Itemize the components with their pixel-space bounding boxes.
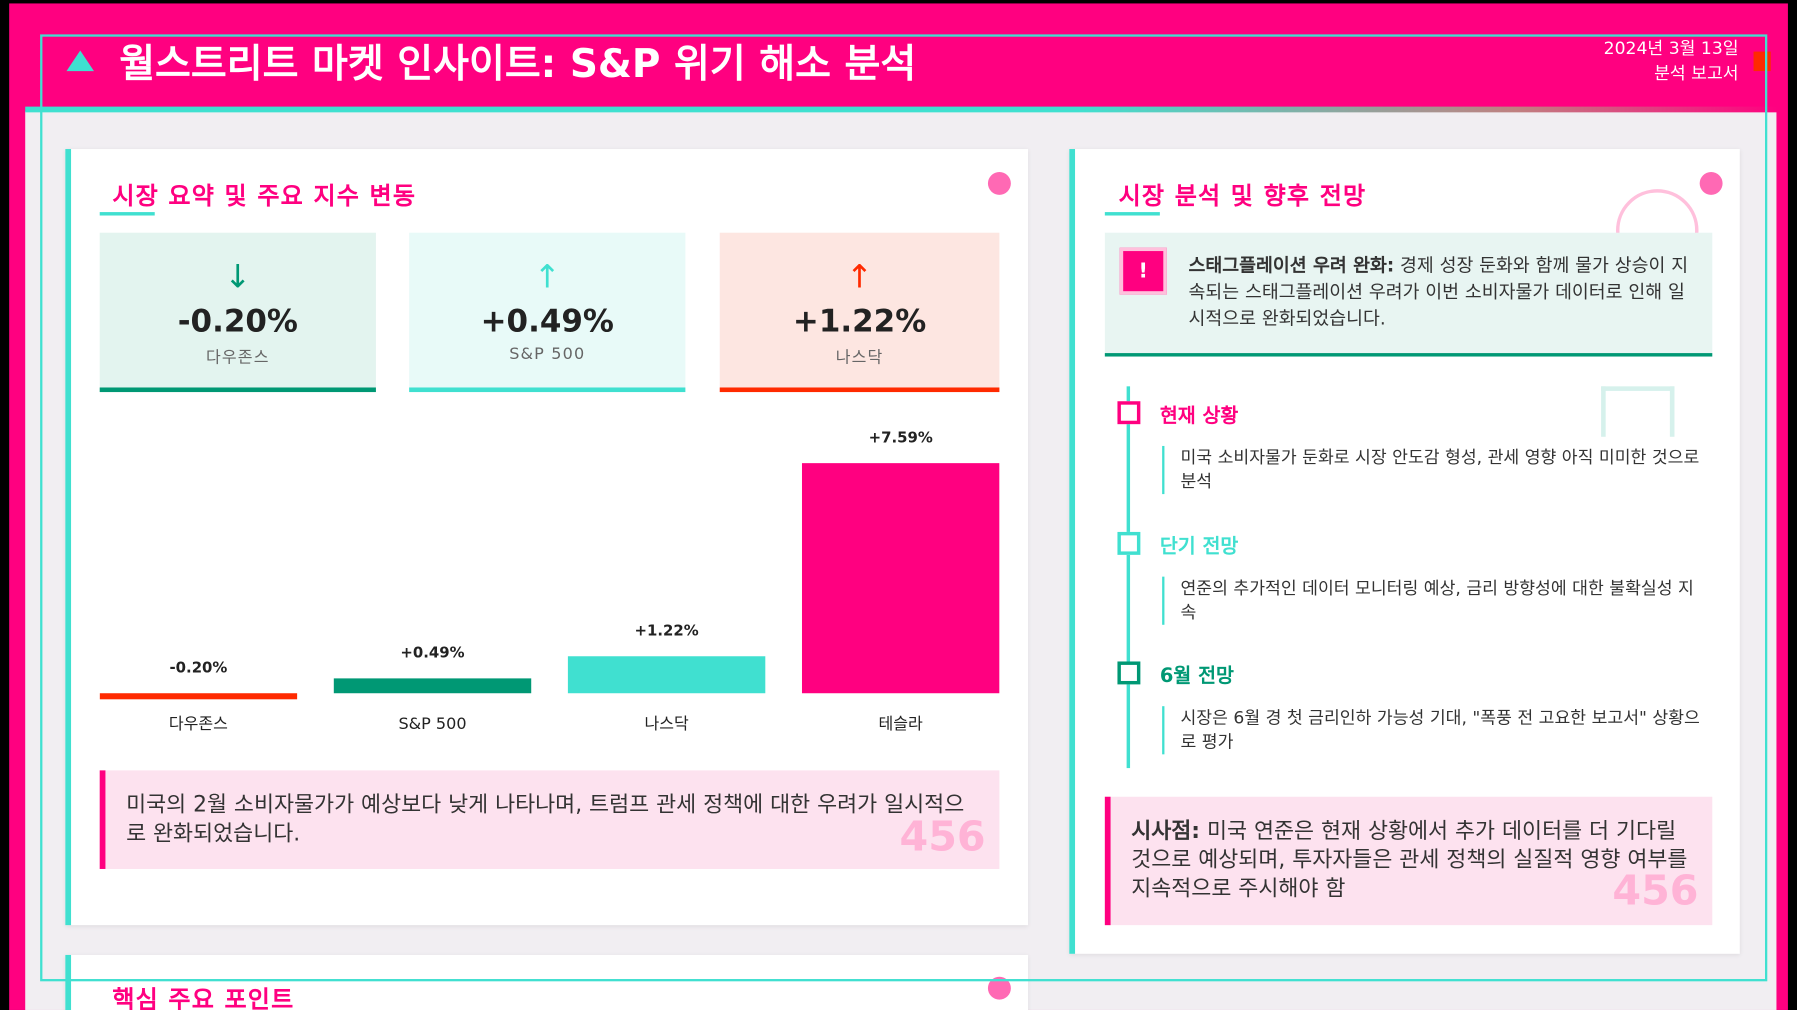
note-text: 미국의 2월 소비자물가가 예상보다 낮게 나타나며, 트럼프 관세 정책에 대… xyxy=(126,792,965,847)
timeline-marker xyxy=(1117,401,1141,425)
page-title: 월스트리트 마켓 인사이트: S&P 위기 해소 분석 xyxy=(119,41,917,88)
bar xyxy=(99,693,298,700)
category-label: 다우존스 xyxy=(169,714,228,733)
key-points-card xyxy=(65,954,1029,1010)
stat-card: ↑ +1.22% 나스닥 xyxy=(719,232,1000,393)
card-title: 시장 요약 및 주요 지수 변동 xyxy=(112,182,417,210)
stat-card: ↑ +0.49% S&P 500 xyxy=(409,232,686,393)
timeline-marker xyxy=(1117,531,1141,555)
timeline-text: 시장은 6월 경 첫 금리인하 가능성 기대, "폭풍 전 고요한 보고서" 상… xyxy=(1162,706,1702,755)
bar xyxy=(801,463,1000,694)
alert-text: 스태그플레이션 우려 완화: 경제 성장 둔화와 함께 물가 상승이 지속되는 … xyxy=(1189,252,1693,331)
card-title: 시장 분석 및 향후 전망 xyxy=(1118,182,1367,210)
implication-heading: 시사점: xyxy=(1131,818,1201,844)
timeline-text: 연준의 추가적인 데이터 모니터링 예상, 금리 방향성에 대한 불확실성 지속 xyxy=(1162,576,1702,625)
implication-text: 시사점: 미국 연준은 현재 상황에서 추가 데이터를 더 기다릴 것으로 예상… xyxy=(1131,817,1693,903)
stat-value: -0.20% xyxy=(177,303,298,340)
logo-triangle xyxy=(66,50,94,72)
divider xyxy=(25,106,1779,113)
value-label: +0.49% xyxy=(400,644,464,662)
outline xyxy=(40,34,1768,982)
value-label: +1.22% xyxy=(635,622,699,640)
implication-box: 시사점: 미국 연준은 현재 상황에서 추가 데이터를 더 기다릴 것으로 예상… xyxy=(1104,796,1713,926)
stat-label: S&P 500 xyxy=(509,345,586,364)
stat-card: ↓ -0.20% 다우존스 xyxy=(99,232,376,393)
timeline-title: 단기 전망 xyxy=(1159,535,1239,559)
alert-heading: 스태그플레이션 우려 완화: xyxy=(1188,254,1395,277)
stat-arrow: ↓ xyxy=(224,257,252,296)
stat-value: +1.22% xyxy=(792,303,927,340)
timeline-text: 미국 소비자물가 둔화로 시장 안도감 형성, 관세 영향 아직 미미한 것으로… xyxy=(1162,445,1702,495)
dot xyxy=(987,171,1011,195)
implication-body: 미국 연준은 현재 상황에서 추가 데이터를 더 기다릴 것으로 예상되며, 투… xyxy=(1131,818,1688,902)
dot xyxy=(1699,171,1723,195)
title-underline xyxy=(1104,212,1160,216)
dot xyxy=(987,976,1011,1000)
category-label: S&P 500 xyxy=(398,714,466,733)
bar xyxy=(567,656,766,694)
timeline-line xyxy=(1126,386,1131,769)
card-title: 핵심 주요 포인트 xyxy=(112,985,295,1010)
alert-icon: ! xyxy=(1119,247,1167,295)
note-box: 미국의 2월 소비자물가가 예상보다 낮게 나타나며, 트럼프 관세 정책에 대… xyxy=(99,770,1000,869)
stat-arrow: ↑ xyxy=(846,257,874,296)
title-underline xyxy=(99,212,155,216)
category-label: 나스닥 xyxy=(644,714,688,733)
report-type: 분석 보고서 xyxy=(1654,63,1739,84)
timeline-title: 현재 상황 xyxy=(1159,404,1239,428)
stat-value: +0.49% xyxy=(480,303,614,340)
stat-label: 나스닥 xyxy=(835,348,884,367)
watermark: 456 xyxy=(1612,867,1699,915)
decor-frame xyxy=(1601,386,1675,437)
bar xyxy=(333,678,532,694)
value-label: -0.20% xyxy=(170,659,228,677)
timeline-title: 6월 전망 xyxy=(1159,664,1234,688)
stat-label: 다우존스 xyxy=(205,348,270,367)
watermark: 456 xyxy=(899,813,986,861)
value-label: +7.59% xyxy=(869,429,933,447)
alert-body: 경제 성장 둔화와 함께 물가 상승이 지속되는 스태그플레이션 우려가 이번 … xyxy=(1188,254,1689,330)
stat-arrow: ↑ xyxy=(533,257,561,296)
timeline-marker xyxy=(1117,661,1141,685)
category-label: 테슬라 xyxy=(879,714,923,733)
alert-box: ! 스태그플레이션 우려 완화: 경제 성장 둔화와 함께 물가 상승이 지속되… xyxy=(1104,232,1713,357)
bar-chart: -0.20% 다우존스 +0.49% S&P 500 +1.22% 나스닥 +7.59% 테슬… xyxy=(99,429,1000,733)
report-date: 2024년 3월 13일 xyxy=(1603,37,1739,59)
